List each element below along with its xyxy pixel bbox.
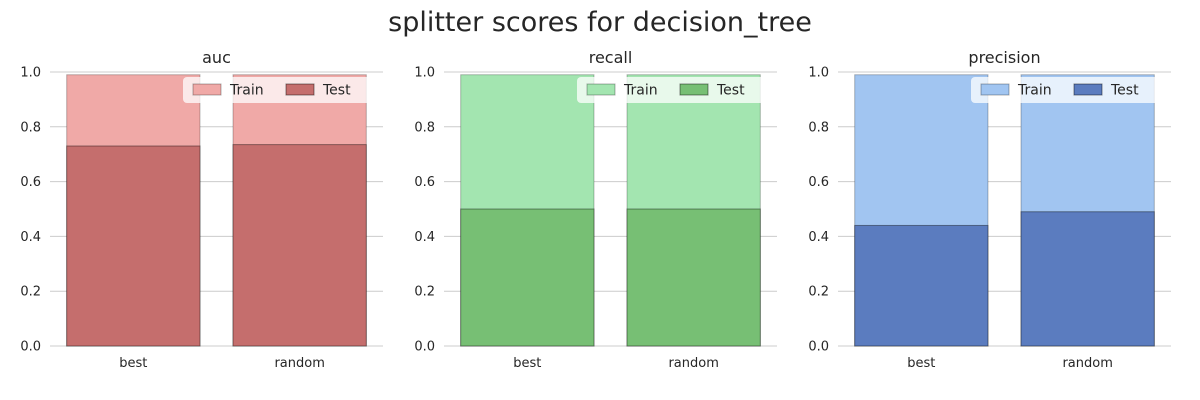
y-tick-label: 0.6 — [808, 175, 829, 190]
y-tick-label: 0.4 — [414, 230, 435, 245]
legend-box — [577, 77, 772, 103]
y-tick-label: 0.6 — [20, 175, 41, 190]
panel-precision: precision 0.0 0.2 0.4 0.6 0.8 1.0 best random Tra… — [808, 48, 1171, 371]
legend-label-train: Train — [623, 83, 658, 99]
legend-box — [971, 77, 1166, 103]
legend-swatch-test — [679, 83, 709, 96]
y-tick-label: 0.2 — [808, 285, 829, 300]
panel-title: recall — [589, 48, 633, 67]
y-tick-label: 0.0 — [414, 340, 435, 355]
legend-swatch-train — [192, 83, 222, 96]
y-tick-label: 0.8 — [808, 120, 829, 135]
legend-label-test: Test — [716, 83, 745, 99]
legend-label-test: Test — [322, 83, 351, 99]
y-tick-label: 0.8 — [20, 120, 41, 135]
legend: Train Test — [577, 77, 772, 103]
legend-box — [183, 77, 378, 103]
legend-label-train: Train — [229, 83, 264, 99]
y-tick-label: 0.6 — [414, 175, 435, 190]
x-tick-label: best — [907, 356, 935, 371]
y-tick-label: 1.0 — [808, 66, 829, 81]
figure-title: splitter scores for decision_tree — [388, 7, 812, 38]
bar-test-best — [854, 224, 989, 347]
y-tick-label: 1.0 — [20, 66, 41, 81]
legend-swatch-train — [586, 83, 616, 96]
y-tick-label: 0.2 — [414, 285, 435, 300]
bar-test-best — [460, 208, 595, 347]
y-tick-label: 0.4 — [20, 230, 41, 245]
y-tick-label: 0.0 — [808, 340, 829, 355]
legend-swatch-train — [980, 83, 1010, 96]
y-tick-label: 0.2 — [20, 285, 41, 300]
bar-test-random — [626, 208, 761, 347]
panel-auc: auc 0.0 0.2 0.4 0.6 0.8 1.0 best random Train Test — [20, 48, 383, 371]
y-tick-label: 0.8 — [414, 120, 435, 135]
bar-test-best — [66, 145, 201, 347]
legend: Train Test — [183, 77, 378, 103]
x-tick-label: random — [1062, 356, 1112, 371]
legend: Train Test — [971, 77, 1166, 103]
legend-label-test: Test — [1110, 83, 1139, 99]
bar-test-random — [1020, 211, 1155, 347]
x-tick-label: best — [119, 356, 147, 371]
y-tick-label: 0.4 — [808, 230, 829, 245]
legend-label-train: Train — [1017, 83, 1052, 99]
subplots: auc 0.0 0.2 0.4 0.6 0.8 1.0 best random Train Test… — [20, 48, 1171, 371]
y-tick-label: 1.0 — [414, 66, 435, 81]
x-tick-label: random — [668, 356, 718, 371]
y-tick-label: 0.0 — [20, 340, 41, 355]
panel-title: precision — [968, 48, 1040, 67]
bar-test-random — [232, 144, 367, 347]
panel-title: auc — [202, 48, 231, 67]
x-tick-label: best — [513, 356, 541, 371]
x-tick-label: random — [274, 356, 324, 371]
legend-swatch-test — [285, 83, 315, 96]
legend-swatch-test — [1073, 83, 1103, 96]
